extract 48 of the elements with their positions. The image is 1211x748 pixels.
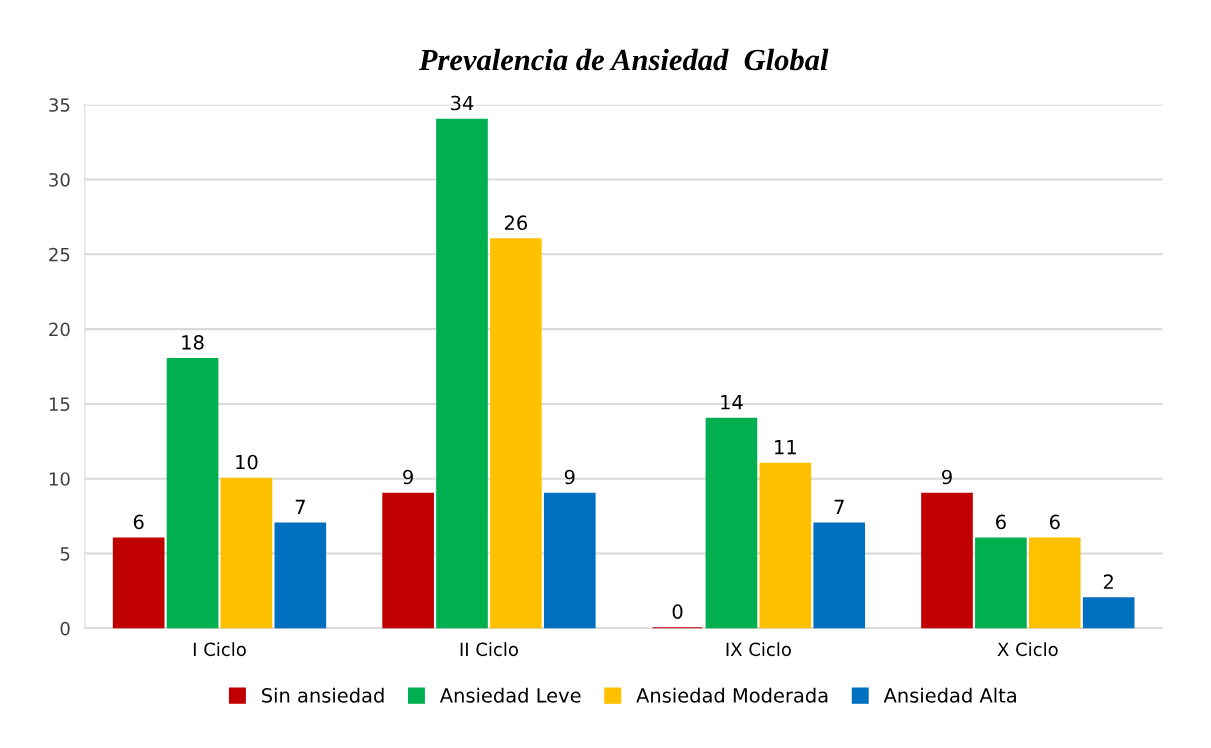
y-tick-label: 5: [60, 547, 70, 561]
bar: [220, 477, 273, 629]
data-label: 0: [672, 604, 683, 619]
data-label: 2: [1103, 574, 1113, 589]
bar: [382, 492, 434, 629]
y-tick-label: 25: [49, 247, 70, 262]
legend-label: Ansiedad Alta: [883, 687, 1016, 703]
data-label: 14: [721, 395, 743, 410]
y-tick-label: 10: [49, 472, 70, 486]
legend-label: Sin ansiedad: [262, 687, 384, 703]
data-label: 9: [564, 469, 575, 485]
y-tick-label: 30: [49, 172, 70, 187]
bar: [975, 537, 1027, 629]
x-tick-label: I Ciclo: [193, 642, 246, 657]
x-tick-label: IX Ciclo: [726, 642, 791, 657]
data-label: 11: [775, 439, 796, 455]
bar: [112, 537, 165, 629]
bar: [436, 118, 488, 629]
y-tick-label: 20: [49, 322, 70, 337]
bar: [1028, 537, 1081, 629]
data-label: 26: [504, 215, 528, 231]
bar: [274, 522, 327, 629]
bar: [813, 522, 866, 629]
y-tick-label: 15: [49, 397, 70, 412]
bar: [490, 238, 542, 629]
bar: [705, 417, 758, 629]
legend-label: Ansiedad Leve: [439, 687, 581, 703]
bar: [543, 492, 596, 629]
bar: [1082, 597, 1135, 629]
data-label: 7: [295, 499, 305, 514]
data-label: 6: [133, 514, 144, 530]
legend-label: Ansiedad Moderada: [636, 687, 828, 703]
data-label: 7: [834, 499, 844, 514]
bar: [921, 492, 973, 629]
data-label: 9: [942, 469, 952, 485]
y-tick-label: 35: [49, 98, 70, 112]
data-label: 6: [1049, 514, 1060, 530]
bar: [166, 358, 219, 629]
x-tick-label: II Ciclo: [460, 642, 518, 657]
data-label: 10: [236, 454, 258, 470]
x-tick-label: X Ciclo: [997, 642, 1058, 657]
data-label: 18: [182, 335, 204, 350]
bar: [759, 462, 812, 629]
data-label: 9: [403, 469, 413, 485]
data-label: 34: [451, 95, 474, 111]
y-tick-label: 0: [60, 621, 70, 636]
chart-title: Prevalencia de Ansiedad Global: [418, 48, 829, 71]
data-label: 6: [996, 514, 1006, 530]
